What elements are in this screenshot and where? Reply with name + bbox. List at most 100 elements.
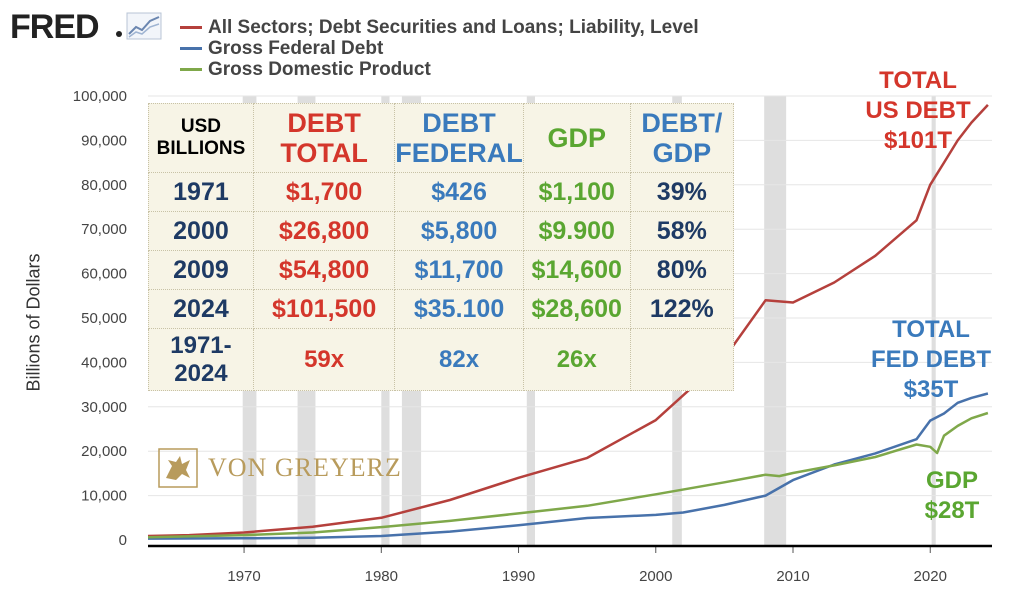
legend-label-total-debt: All Sectors; Debt Securities and Loans; … xyxy=(208,17,699,38)
row-total-debt: $26,800 xyxy=(252,211,396,251)
watermark: VON GREYERZ xyxy=(158,448,402,488)
table-growth-row: 1971- 2024 59x 82x 26x xyxy=(148,328,735,391)
fred-logo[interactable]: FRED xyxy=(10,8,100,46)
growth-federal-debt: 82x xyxy=(394,328,524,391)
annotation-fed-debt-line2: FED DEBT xyxy=(871,346,991,373)
series-line-federal-debt xyxy=(147,392,989,540)
x-tick-label: 2020 xyxy=(914,568,947,585)
y-axis-ticks: 0 10,000 20,000 30,000 40,000 50,000 60,000 70,… xyxy=(73,88,127,549)
series-lines xyxy=(147,104,989,540)
annotation-total-debt-line1: TOTAL xyxy=(879,67,957,94)
growth-label-line1: 1971- xyxy=(170,331,232,359)
header-debt-total-line1: DEBT xyxy=(287,108,361,138)
legend-item-federal-debt[interactable]: Gross Federal Debt xyxy=(180,38,699,59)
table-row: 2024 $101,500 $35.100 $28,600 122% xyxy=(148,289,735,329)
row-federal-debt: $426 xyxy=(394,172,524,212)
x-tick-label: 2010 xyxy=(776,568,809,585)
header-ratio-line2: GDP xyxy=(652,138,712,168)
y-tick-label: 90,000 xyxy=(81,132,127,149)
growth-total-debt: 59x xyxy=(252,328,396,391)
legend-label-gdp: Gross Domestic Product xyxy=(208,59,431,80)
growth-label: 1971- 2024 xyxy=(148,328,254,391)
row-total-debt: $1,700 xyxy=(252,172,396,212)
y-tick-label: 20,000 xyxy=(81,443,127,460)
annotation-total-debt: TOTAL US DEBT $101T xyxy=(856,66,980,156)
header-debt-federal-line1: DEBT xyxy=(422,108,496,138)
series-line-total-debt xyxy=(147,104,989,538)
header-gdp: GDP xyxy=(522,103,631,173)
row-year: 1971 xyxy=(148,172,254,212)
recession-band xyxy=(764,96,787,546)
line-chart-icon xyxy=(126,12,162,40)
x-tick-label: 2000 xyxy=(639,568,672,585)
griffin-icon xyxy=(158,448,198,488)
x-tick-label: 1980 xyxy=(365,568,398,585)
y-tick-label: 80,000 xyxy=(81,177,127,194)
row-ratio: 122% xyxy=(629,289,735,329)
y-tick-label: 40,000 xyxy=(81,354,127,371)
watermark-text: VON GREYERZ xyxy=(208,453,402,482)
series-line-gdp xyxy=(147,411,989,539)
fred-logo-dot xyxy=(116,31,122,37)
row-gdp: $1,100 xyxy=(522,172,631,212)
row-year: 2024 xyxy=(148,289,254,329)
recession-band xyxy=(931,96,936,546)
table-header-row: USD BILLIONS DEBT TOTAL DEBT FEDERAL GDP… xyxy=(148,103,735,173)
annotation-fed-debt-line1: TOTAL xyxy=(892,316,970,343)
legend-swatch-gdp xyxy=(180,68,202,71)
y-tick-label: 10,000 xyxy=(81,488,127,505)
row-gdp: $14,600 xyxy=(522,250,631,290)
legend-label-federal-debt: Gross Federal Debt xyxy=(208,38,384,59)
row-year: 2000 xyxy=(148,211,254,251)
summary-table: USD BILLIONS DEBT TOTAL DEBT FEDERAL GDP… xyxy=(148,103,735,391)
row-total-debt: $54,800 xyxy=(252,250,396,290)
row-total-debt: $101,500 xyxy=(252,289,396,329)
header-debt-total: DEBT TOTAL xyxy=(252,103,396,173)
table-row: 2000 $26,800 $5,800 $9.900 58% xyxy=(148,211,735,251)
y-axis-label: Billions of Dollars xyxy=(23,253,44,392)
row-ratio: 39% xyxy=(629,172,735,212)
y-tick-label: 100,000 xyxy=(73,88,127,105)
header-debt-federal: DEBT FEDERAL xyxy=(394,103,524,173)
header-units-line1: USD xyxy=(180,116,222,137)
legend-item-total-debt[interactable]: All Sectors; Debt Securities and Loans; … xyxy=(180,17,699,38)
annotation-total-debt-line2: US DEBT xyxy=(865,97,971,124)
annotation-gdp: GDP $28T xyxy=(910,466,994,526)
chart-legend: All Sectors; Debt Securities and Loans; … xyxy=(180,17,699,80)
table-row: 2009 $54,800 $11,700 $14,600 80% xyxy=(148,250,735,290)
table-row: 1971 $1,700 $426 $1,100 39% xyxy=(148,172,735,212)
x-axis-ticks: 1970 1980 1990 2000 2010 2020 xyxy=(227,546,947,585)
annotation-fed-debt: TOTAL FED DEBT $35T xyxy=(856,315,1006,405)
growth-label-line2: 2024 xyxy=(174,359,228,387)
legend-swatch-federal-debt xyxy=(180,47,202,50)
x-tick-label: 1970 xyxy=(227,568,260,585)
row-ratio: 80% xyxy=(629,250,735,290)
row-ratio: 58% xyxy=(629,211,735,251)
y-tick-label: 30,000 xyxy=(81,399,127,416)
header-units-line2: BILLIONS xyxy=(156,138,246,159)
growth-gdp: 26x xyxy=(522,328,631,391)
header-debt-gdp: DEBT/ GDP xyxy=(629,103,735,173)
y-tick-label: 70,000 xyxy=(81,221,127,238)
row-federal-debt: $5,800 xyxy=(394,211,524,251)
row-federal-debt: $35.100 xyxy=(394,289,524,329)
legend-swatch-total-debt xyxy=(180,26,202,29)
y-tick-label: 50,000 xyxy=(81,310,127,327)
header-ratio-line1: DEBT/ xyxy=(641,108,723,138)
annotation-gdp-line1: GDP xyxy=(925,467,978,494)
legend-item-gdp[interactable]: Gross Domestic Product xyxy=(180,59,699,80)
y-tick-label: 0 xyxy=(119,532,127,549)
row-year: 2009 xyxy=(148,250,254,290)
row-gdp: $28,600 xyxy=(522,289,631,329)
annotation-fed-debt-line3: $35T xyxy=(903,376,959,403)
row-gdp: $9.900 xyxy=(522,211,631,251)
annotation-gdp-line2: $28T xyxy=(924,497,980,524)
annotation-total-debt-line3: $101T xyxy=(883,127,953,154)
row-federal-debt: $11,700 xyxy=(394,250,524,290)
y-tick-label: 60,000 xyxy=(81,266,127,283)
header-debt-total-line2: TOTAL xyxy=(280,138,368,168)
x-tick-label: 1990 xyxy=(502,568,535,585)
growth-ratio-empty xyxy=(629,328,735,391)
header-units: USD BILLIONS xyxy=(148,103,254,173)
header-debt-federal-line2: FEDERAL xyxy=(395,138,523,168)
